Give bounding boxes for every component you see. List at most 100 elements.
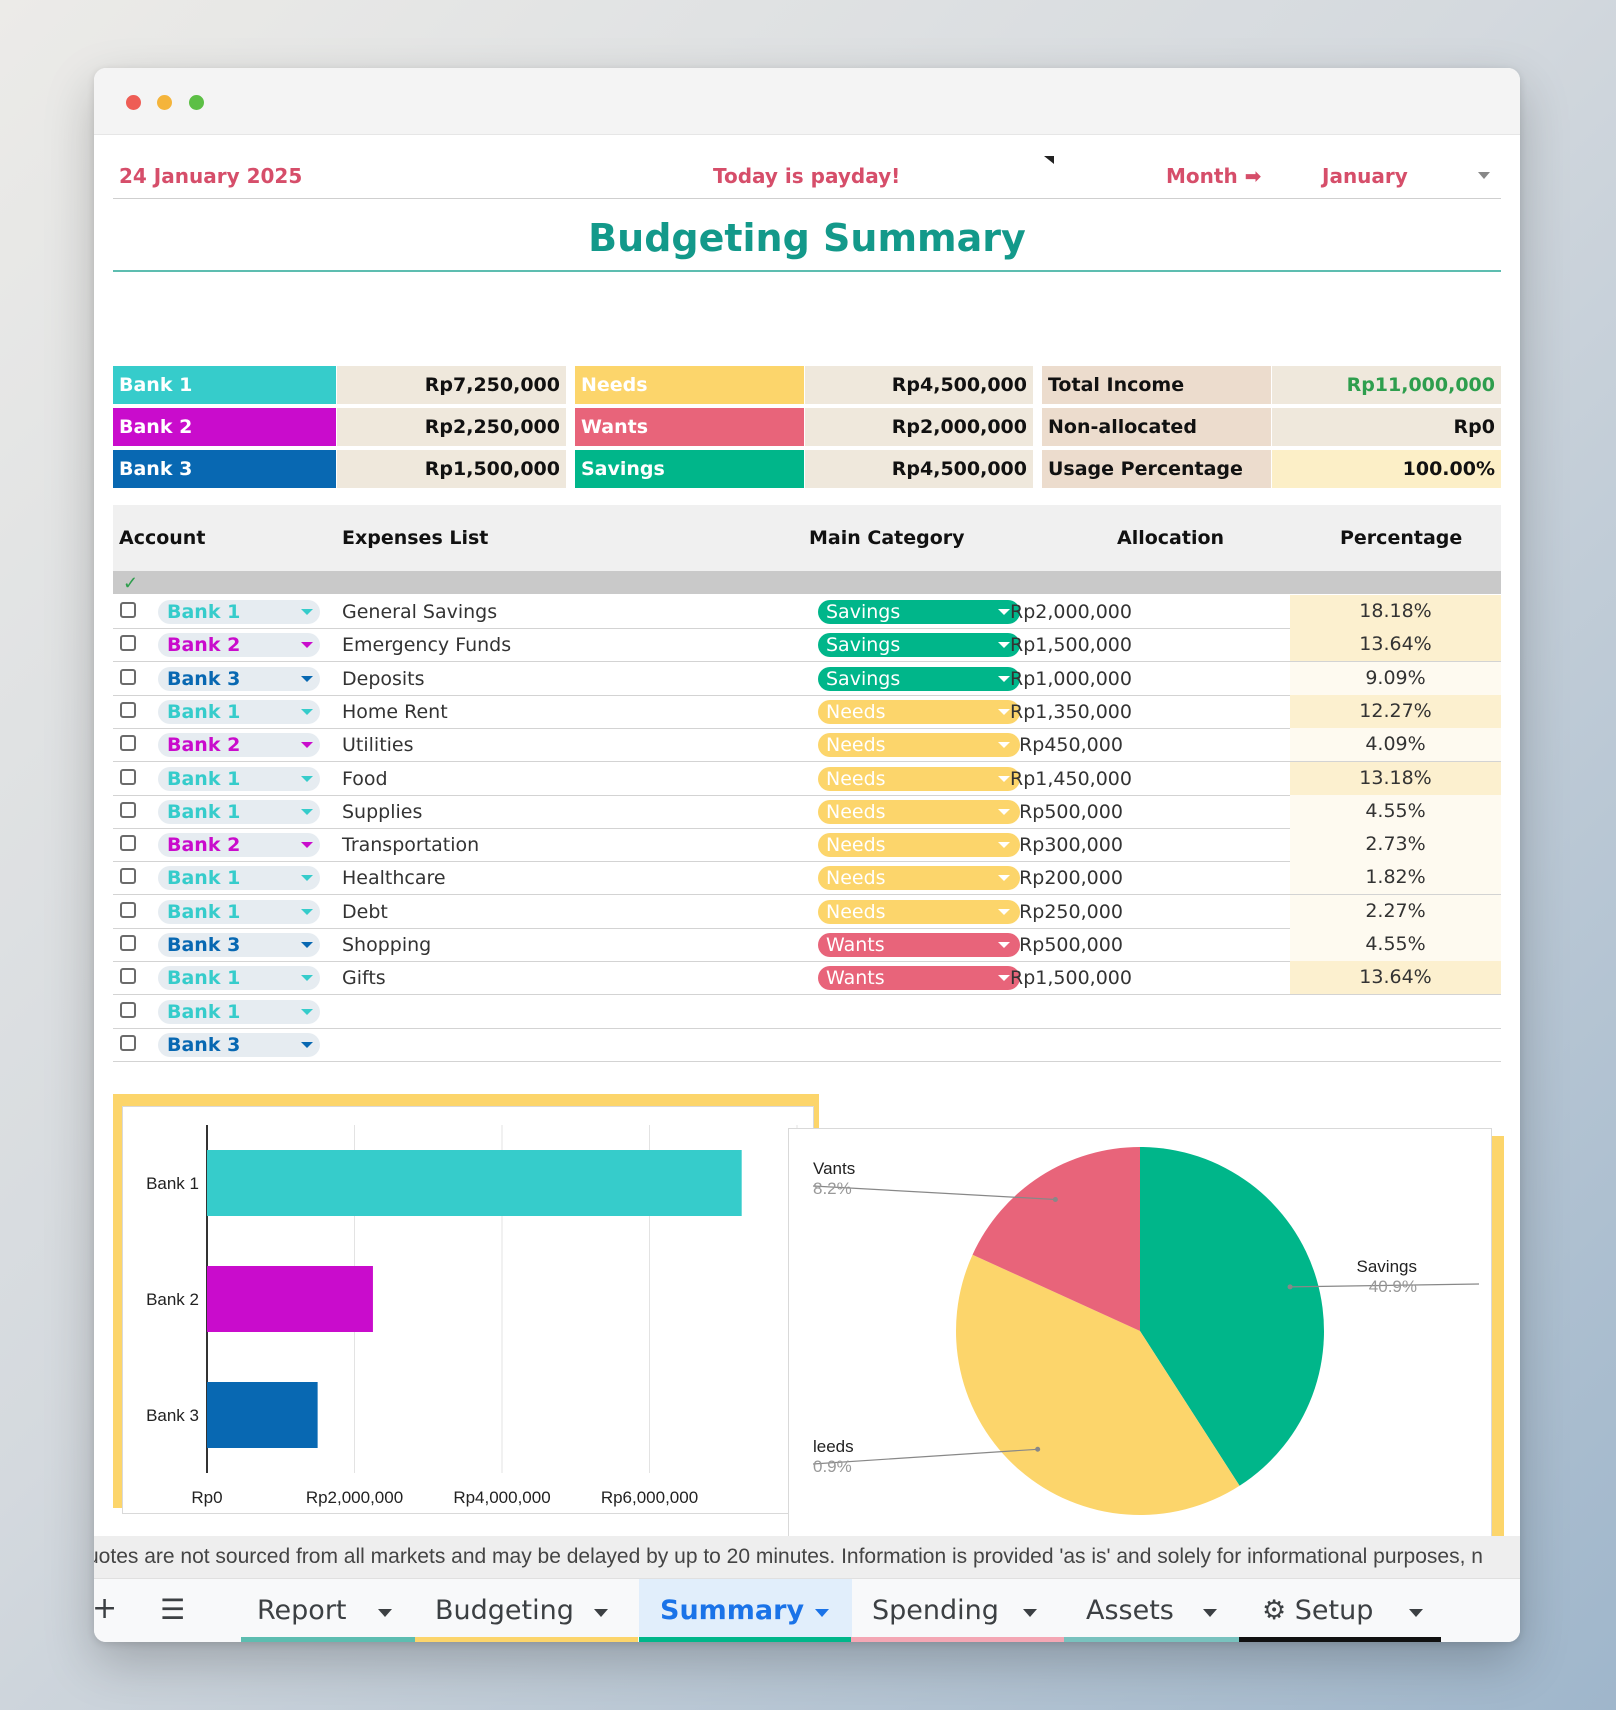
row-checkbox[interactable] xyxy=(120,735,136,752)
account-value: Bank 3 xyxy=(167,934,241,956)
account-dropdown[interactable]: Bank 2 xyxy=(158,633,320,658)
category-value: Wants xyxy=(826,967,885,990)
chevron-down-icon[interactable] xyxy=(1478,172,1490,179)
table-row: Bank 3 xyxy=(113,1028,1501,1062)
account-dropdown[interactable]: Bank 1 xyxy=(158,799,320,824)
category-dropdown[interactable]: Needs xyxy=(818,833,1020,858)
row-checkbox[interactable] xyxy=(120,835,136,852)
x-tick-label: Rp4,000,000 xyxy=(453,1488,550,1507)
row-checkbox[interactable] xyxy=(120,768,136,785)
non-allocated-label: Non-allocated xyxy=(1042,408,1271,446)
account-dropdown[interactable]: Bank 1 xyxy=(158,966,320,991)
category-dropdown[interactable]: Needs xyxy=(818,899,1020,924)
row-checkbox[interactable] xyxy=(120,1001,136,1018)
bank-bar-chart[interactable]: Rp0 Rp2,000,000 Rp4,000,000 Rp6,000,000 Bank… xyxy=(122,1106,814,1514)
bar xyxy=(207,1150,742,1216)
account-value: Bank 2 xyxy=(167,634,241,657)
row-checkbox[interactable] xyxy=(120,635,136,652)
dropdown-arrow-icon xyxy=(301,908,313,915)
account-dropdown[interactable]: Bank 2 xyxy=(158,733,320,758)
account-dropdown[interactable]: Bank 1 xyxy=(158,899,320,924)
row-checkbox[interactable] xyxy=(120,901,136,918)
category-dropdown[interactable]: Wants xyxy=(818,966,1020,991)
row-checkbox[interactable] xyxy=(120,668,136,685)
category-dropdown[interactable]: Needs xyxy=(818,799,1020,824)
table-row: Bank 1 Debt Needs Rp250,000 2.27% xyxy=(113,894,1501,929)
maximize-window-button[interactable] xyxy=(189,95,204,110)
account-value: Bank 3 xyxy=(167,1033,241,1056)
category-value: Needs xyxy=(826,900,886,923)
account-value: Bank 3 xyxy=(167,667,241,690)
tab-menu-chevron-icon[interactable] xyxy=(1409,1609,1423,1617)
dropdown-arrow-icon xyxy=(998,775,1010,782)
close-window-button[interactable] xyxy=(126,95,141,110)
account-dropdown[interactable]: Bank 2 xyxy=(158,833,320,858)
tab-menu-chevron-icon[interactable] xyxy=(815,1609,829,1617)
account-value: Bank 1 xyxy=(167,700,241,723)
row-checkbox[interactable] xyxy=(120,602,136,618)
dropdown-arrow-icon xyxy=(301,675,313,682)
sheet-tabs-bar: + ☰ Report Budgeting Summary Spending Assets… xyxy=(94,1578,1520,1642)
category-dropdown[interactable]: Needs xyxy=(818,699,1020,724)
tab-menu-chevron-icon[interactable] xyxy=(1203,1609,1217,1617)
category-dropdown[interactable]: Savings xyxy=(818,666,1020,691)
tab-menu-chevron-icon[interactable] xyxy=(594,1609,608,1617)
account-dropdown[interactable]: Bank 1 xyxy=(158,999,320,1024)
allocation-value: Rp500,000 xyxy=(1019,934,1123,956)
category-value: Needs xyxy=(826,834,886,857)
summary-bank1-label: Bank 1 xyxy=(113,366,336,404)
tab-menu-chevron-icon[interactable] xyxy=(378,1609,392,1617)
y-category-label: Bank 2 xyxy=(146,1290,199,1309)
dropdown-arrow-icon xyxy=(301,642,313,649)
category-dropdown[interactable]: Savings xyxy=(818,633,1020,658)
dropdown-arrow-icon xyxy=(998,842,1010,849)
tab-budgeting[interactable]: Budgeting xyxy=(415,1579,638,1642)
tab-label: Budgeting xyxy=(435,1595,574,1626)
dropdown-arrow-icon xyxy=(301,875,313,882)
category-value: Savings xyxy=(826,634,901,657)
tab-assets[interactable]: Assets xyxy=(1064,1579,1239,1642)
account-dropdown[interactable]: Bank 3 xyxy=(158,1032,320,1057)
usage-percentage-value: 100.00% xyxy=(1272,450,1501,488)
check-icon[interactable]: ✓ xyxy=(123,573,139,593)
header-account: Account xyxy=(119,527,206,549)
account-value: Bank 1 xyxy=(167,767,241,790)
row-checkbox[interactable] xyxy=(120,1034,136,1051)
account-dropdown[interactable]: Bank 1 xyxy=(158,699,320,724)
category-dropdown[interactable]: Needs xyxy=(818,866,1020,891)
tab-menu-chevron-icon[interactable] xyxy=(1023,1609,1037,1617)
add-sheet-button[interactable]: + xyxy=(94,1591,118,1626)
table-row: Bank 3 Deposits Savings Rp1,000,000 9.09% xyxy=(113,661,1501,696)
tab-spending[interactable]: Spending xyxy=(851,1579,1064,1642)
account-dropdown[interactable]: Bank 1 xyxy=(158,600,320,624)
row-checkbox[interactable] xyxy=(120,968,136,985)
page-title: Budgeting Summary xyxy=(113,206,1501,272)
month-select[interactable]: January xyxy=(1322,164,1408,188)
category-pie-chart[interactable]: Savings 40.9% leeds 0.9% Vants 8.2% xyxy=(788,1128,1492,1542)
account-dropdown[interactable]: Bank 1 xyxy=(158,866,320,891)
tab-label: Summary xyxy=(660,1595,805,1626)
expense-name: Supplies xyxy=(342,800,423,823)
tab-setup[interactable]: ⚙ Setup xyxy=(1239,1579,1441,1642)
percentage-value: 2.27% xyxy=(1290,894,1501,928)
category-dropdown[interactable]: Needs xyxy=(818,733,1020,758)
category-dropdown[interactable]: Needs xyxy=(818,766,1020,791)
category-value: Needs xyxy=(826,734,886,757)
account-dropdown[interactable]: Bank 1 xyxy=(158,766,320,791)
account-dropdown[interactable]: Bank 3 xyxy=(158,933,320,957)
summary-wants-value: Rp2,000,000 xyxy=(805,408,1033,446)
tab-summary[interactable]: Summary xyxy=(639,1579,852,1642)
row-checkbox[interactable] xyxy=(120,801,136,818)
minimize-window-button[interactable] xyxy=(157,95,172,110)
dropdown-arrow-icon xyxy=(998,908,1010,915)
tab-report[interactable]: Report xyxy=(241,1579,415,1642)
expense-name: Healthcare xyxy=(342,867,446,890)
account-value: Bank 1 xyxy=(167,1000,241,1023)
row-checkbox[interactable] xyxy=(120,935,136,951)
row-checkbox[interactable] xyxy=(120,868,136,885)
account-dropdown[interactable]: Bank 3 xyxy=(158,666,320,691)
row-checkbox[interactable] xyxy=(120,701,136,718)
category-dropdown[interactable]: Wants xyxy=(818,933,1020,957)
all-sheets-menu-icon[interactable]: ☰ xyxy=(160,1593,186,1626)
category-dropdown[interactable]: Savings xyxy=(818,600,1020,624)
